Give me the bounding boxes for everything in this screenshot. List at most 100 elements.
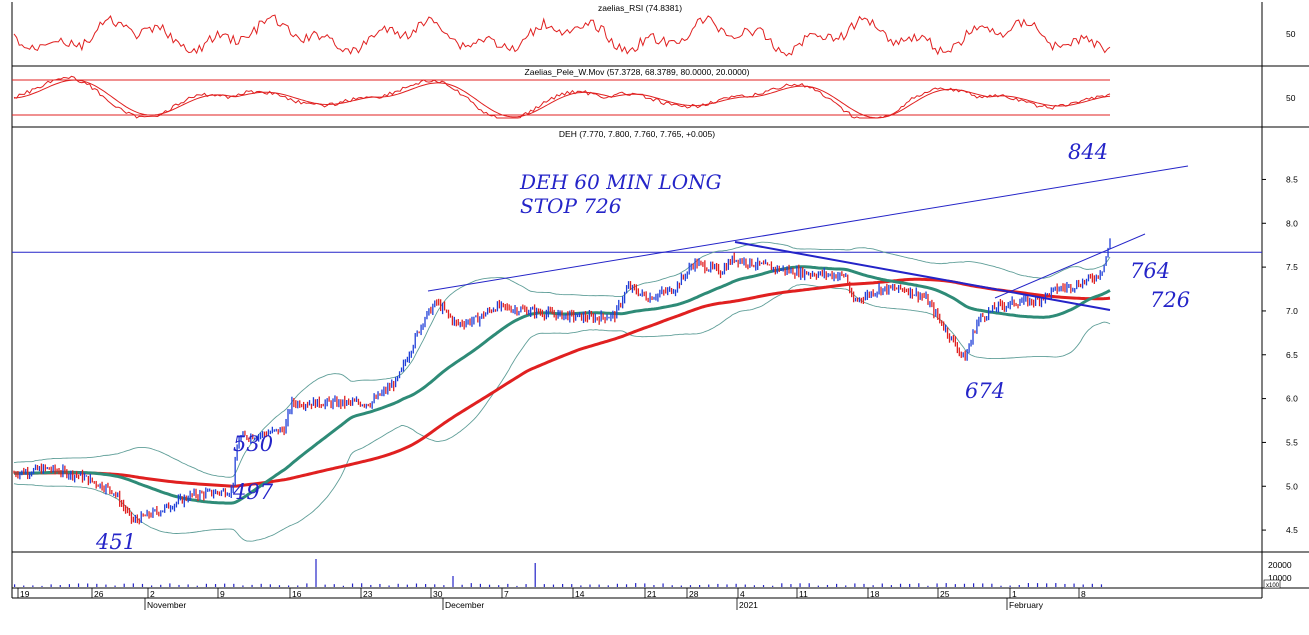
y-tick-label: 6.0: [1286, 394, 1298, 404]
rsi-panel-title: zaelias_RSI (74.8381): [598, 3, 682, 13]
volume-bar: [580, 585, 582, 587]
volume-bar: [1091, 583, 1093, 587]
volume-bar: [918, 583, 920, 587]
volume-bar: [370, 584, 372, 587]
volume-bar: [808, 583, 810, 587]
volume-bar: [196, 585, 198, 587]
volume-bar: [242, 585, 244, 587]
volume-bar: [1073, 583, 1075, 587]
volume-bar: [781, 583, 783, 587]
x-tick-label: 14: [575, 589, 585, 599]
volume-bar: [534, 563, 536, 587]
y-tick-label: 6.5: [1286, 350, 1298, 360]
volume-bar: [14, 584, 16, 587]
annotation-530: 530: [233, 432, 273, 456]
price-panel-title: DEH (7.770, 7.800, 7.760, 7.765, +0.005): [559, 129, 715, 139]
x-tick-label: 9: [220, 589, 225, 599]
pele-panel-title: Zaelias_Pele_W.Mov (57.3728, 68.3789, 80…: [525, 67, 750, 77]
volume-bar: [1036, 583, 1039, 587]
volume-bar: [790, 584, 792, 587]
volume-bar: [306, 583, 308, 587]
volume-bar: [77, 583, 80, 587]
volume-bar: [269, 584, 271, 587]
volume-bar: [278, 585, 281, 587]
volume-bar: [589, 584, 591, 587]
volume-bar: [562, 583, 564, 587]
volume-bar: [425, 584, 427, 587]
volume-bar: [205, 583, 207, 587]
volume-bar: [982, 583, 984, 587]
volume-bar: [854, 583, 856, 587]
volume-label-20000: 20000: [1268, 560, 1292, 570]
annotation-451: 451: [95, 530, 136, 554]
volume-bar: [224, 583, 226, 587]
volume-bar: [333, 584, 335, 587]
volume-bar: [699, 584, 701, 587]
volume-bar: [479, 583, 481, 587]
volume-bar: [1009, 585, 1011, 587]
volume-bar: [817, 585, 819, 587]
volume-bar: [625, 584, 628, 587]
volume-bar: [726, 584, 728, 587]
price-panel: [12, 165, 1262, 542]
volume-bar: [598, 584, 600, 587]
volume-bar: [434, 584, 436, 587]
volume-bar: [1027, 583, 1029, 587]
volume-bar: [635, 583, 637, 587]
volume-bar: [50, 584, 52, 587]
volume-bar: [552, 584, 555, 587]
pele-fast-line: [13, 75, 1111, 119]
volume-bar: [105, 584, 107, 587]
x-tick-label: 28: [689, 589, 699, 599]
volume-bar: [845, 585, 847, 587]
volume-bar: [169, 583, 171, 587]
y-tick-label: 7.5: [1286, 262, 1298, 272]
volume-bar: [397, 583, 399, 587]
volume-bar: [59, 585, 61, 587]
volume-bar: [351, 583, 354, 587]
volume-bar: [388, 585, 390, 587]
volume-bar: [315, 559, 317, 587]
price-bars: [13, 238, 1111, 525]
volume-bar: [151, 585, 153, 587]
volume-bar: [41, 585, 43, 587]
volume-bar: [899, 583, 902, 587]
y-tick-label: 5.0: [1286, 481, 1298, 491]
volume-bar: [680, 585, 682, 587]
x-tick-label: 19: [20, 589, 30, 599]
volume-bar: [260, 583, 262, 587]
volume-bar: [443, 585, 445, 587]
bollinger-lower-band: [13, 284, 1111, 542]
volume-bar: [32, 585, 34, 587]
month-label: February: [1009, 600, 1044, 610]
volume-bar: [973, 583, 975, 587]
panel-frames: [11, 2, 1309, 599]
volume-bar: [488, 584, 491, 587]
x-tick-label: 2: [150, 589, 155, 599]
volume-bar: [96, 583, 98, 587]
volume-bar: [324, 584, 326, 587]
volume-bar: [689, 585, 692, 587]
x-tick-label: 7: [504, 589, 509, 599]
volume-bar: [616, 583, 618, 587]
volume-bar: [251, 584, 253, 587]
volume-bar: [890, 585, 892, 587]
x-tick-label: 25: [940, 589, 950, 599]
volume-bar: [1046, 583, 1048, 587]
volume-bar: [1018, 584, 1020, 587]
rsi-panel: [13, 14, 1111, 57]
month-label: 2021: [739, 600, 758, 610]
x-tick-label: 23: [363, 589, 373, 599]
volume-bar: [178, 584, 180, 587]
pele-axis-label: 50: [1286, 93, 1296, 103]
volume-bar: [214, 584, 217, 587]
volume-bar: [233, 583, 235, 587]
y-tick-label: 5.5: [1286, 437, 1298, 447]
volume-bar: [799, 583, 801, 587]
x-tick-label: 1: [1012, 589, 1017, 599]
volume-bar: [160, 584, 162, 587]
volume-bar: [826, 584, 829, 587]
volume-bar: [717, 583, 719, 587]
volume-bar: [762, 585, 765, 587]
